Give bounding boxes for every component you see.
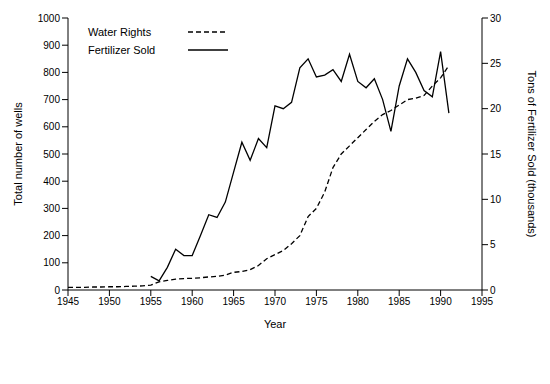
svg-text:500: 500	[43, 149, 60, 160]
html-text:Water Rights: Water Rights	[88, 26, 152, 38]
svg-text:Total number of wells: Total number of wells	[12, 102, 24, 206]
svg-text:1980: 1980	[347, 296, 370, 307]
svg-text:1945: 1945	[57, 296, 80, 307]
svg-text:800: 800	[43, 67, 60, 78]
svg-text:1965: 1965	[222, 296, 245, 307]
svg-text:1950: 1950	[98, 296, 121, 307]
svg-text:700: 700	[43, 94, 60, 105]
svg-text:1985: 1985	[388, 296, 411, 307]
svg-text:0: 0	[54, 285, 60, 296]
svg-text:15: 15	[490, 149, 502, 160]
html-text:Fertilizer Sold: Fertilizer Sold	[88, 44, 156, 56]
svg-text:400: 400	[43, 176, 60, 187]
svg-text:5: 5	[490, 239, 496, 250]
svg-text:10: 10	[490, 194, 502, 205]
svg-text:20: 20	[490, 103, 502, 114]
svg-text:1995: 1995	[471, 296, 494, 307]
svg-text:1960: 1960	[181, 296, 204, 307]
svg-text:Tons of Fertilizer Sold (thous: Tons of Fertilizer Sold (thousands)	[526, 71, 538, 238]
svg-text:1970: 1970	[264, 296, 287, 307]
svg-text:300: 300	[43, 203, 60, 214]
svg-text:0: 0	[490, 285, 496, 296]
svg-text:1955: 1955	[140, 296, 163, 307]
svg-text:25: 25	[490, 58, 502, 69]
svg-text:1000: 1000	[38, 13, 61, 24]
svg-text:600: 600	[43, 121, 60, 132]
svg-text:900: 900	[43, 40, 60, 51]
svg-text:Year: Year	[264, 318, 287, 330]
svg-text:1990: 1990	[429, 296, 452, 307]
svg-text:100: 100	[43, 257, 60, 268]
svg-text:200: 200	[43, 230, 60, 241]
svg-text:30: 30	[490, 13, 502, 24]
svg-text:1975: 1975	[305, 296, 328, 307]
